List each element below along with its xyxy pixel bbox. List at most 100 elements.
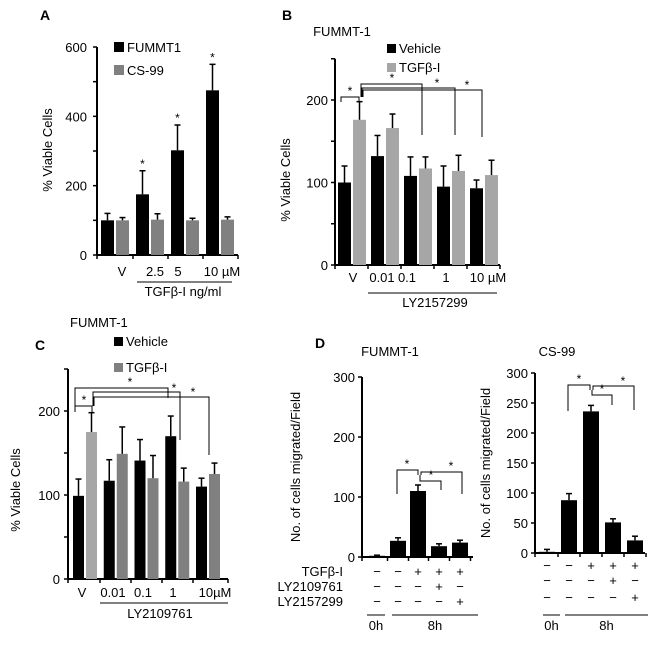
bar — [605, 522, 621, 553]
x-tick-label: 0.01 — [369, 270, 394, 285]
significance-bracket — [362, 89, 483, 137]
legend-swatch — [114, 42, 124, 52]
condition-sign: − — [414, 594, 422, 609]
significance-bracket — [396, 469, 419, 494]
condition-sign: − — [587, 590, 595, 605]
y-tick-label: 200 — [506, 426, 528, 441]
significance-star: * — [210, 50, 215, 64]
y-tick-label: 200 — [306, 93, 328, 108]
legend-swatch — [114, 363, 123, 372]
y-tick-label: 0 — [521, 546, 528, 561]
x-tick-label: 10 µM — [204, 264, 240, 279]
x-tick-label: 1 — [442, 270, 449, 285]
condition-sign: − — [373, 564, 381, 579]
y-axis-label: No. of cells migrated/Field — [288, 392, 303, 542]
significance-bracket — [419, 475, 442, 490]
legend-label: CS-99 — [127, 63, 164, 78]
significance-star: * — [175, 111, 180, 125]
condition-sign: − — [631, 573, 639, 588]
bar — [338, 182, 351, 265]
condition-sign: + — [609, 573, 617, 588]
condition-sign: + — [456, 564, 464, 579]
significance-star: * — [449, 459, 454, 473]
condition-sign: − — [394, 579, 402, 594]
x-tick-label: 10 µM — [470, 270, 506, 285]
bar — [186, 220, 199, 255]
bar — [539, 551, 555, 553]
condition-sign: − — [543, 590, 551, 605]
y-axis-label: % Viable Cells — [8, 448, 23, 532]
x-tick-label: 10µM — [199, 585, 232, 600]
condition-sign: − — [414, 579, 422, 594]
bar — [583, 411, 599, 553]
bar — [561, 500, 577, 553]
bar — [178, 481, 190, 579]
significance-bracket — [92, 391, 181, 440]
condition-label: LY2109761 — [277, 579, 343, 594]
legend-label: TGFβ-I — [399, 60, 440, 75]
x-tick-label: 0.1 — [134, 585, 152, 600]
legend-swatch — [114, 65, 124, 75]
panel-c: C FUMMT-1 0 100 200 V 0.01 0.1 1 10µM LY2109761 Veh… — [8, 315, 231, 621]
bar — [86, 432, 97, 579]
condition-sign: − — [394, 594, 402, 609]
chart-title: CS-99 — [539, 344, 576, 359]
group-label: LY2157299 — [402, 295, 468, 310]
condition-sign: − — [543, 558, 551, 573]
condition-sign: + — [587, 558, 595, 573]
y-axis-label: % Viable Cells — [40, 108, 55, 192]
bar — [627, 540, 643, 553]
significance-star: * — [429, 468, 434, 482]
x-tick-label: 2.5 — [146, 264, 164, 279]
legend-swatch — [387, 63, 396, 72]
x-tick-label: V — [118, 264, 127, 279]
significance-bracket — [74, 387, 169, 406]
y-tick-label: 200 — [38, 404, 60, 419]
bar — [165, 436, 177, 579]
significance-bracket — [360, 83, 423, 135]
panel-letter: D — [315, 335, 325, 351]
condition-sign: − — [373, 579, 381, 594]
significance-star: * — [405, 457, 410, 471]
y-tick-label: 0 — [53, 572, 60, 587]
x-tick-label: 5 — [174, 264, 181, 279]
significance-bracket — [74, 405, 93, 412]
significance-bracket — [340, 96, 360, 102]
y-tick-label: 300 — [333, 370, 355, 385]
y-tick-label: 150 — [506, 456, 528, 471]
y-tick-label: 200 — [65, 179, 87, 194]
bar — [452, 542, 468, 557]
significance-star: * — [390, 71, 395, 85]
significance-star: * — [128, 375, 133, 389]
condition-sign: − — [373, 594, 381, 609]
x-tick-label: V — [349, 270, 358, 285]
x-tick-label: V — [78, 585, 87, 600]
condition-sign: − — [456, 579, 464, 594]
bar — [404, 175, 417, 265]
bar — [221, 219, 234, 255]
panel-letter: C — [35, 337, 45, 353]
significance-star: * — [465, 78, 470, 92]
y-tick-label: 100 — [306, 176, 328, 191]
significance-star: * — [621, 374, 626, 388]
legend-swatch — [114, 337, 123, 346]
y-tick-label: 0 — [80, 248, 87, 263]
condition-sign: − — [565, 590, 573, 605]
significance-star: * — [140, 157, 145, 171]
legend-label: TGFβ-I — [126, 360, 167, 375]
bar — [485, 175, 498, 265]
time-label: 8h — [599, 618, 613, 633]
legend-label: Vehicle — [126, 334, 168, 349]
y-tick-label: 100 — [38, 488, 60, 503]
panel-letter: B — [282, 7, 292, 23]
bar — [101, 220, 114, 255]
significance-bracket — [592, 385, 635, 410]
bar — [116, 453, 128, 579]
y-tick-label: 250 — [506, 396, 528, 411]
chart-title: FUMMT-1 — [313, 24, 371, 39]
bar — [353, 119, 366, 265]
significance-star: * — [172, 381, 177, 395]
